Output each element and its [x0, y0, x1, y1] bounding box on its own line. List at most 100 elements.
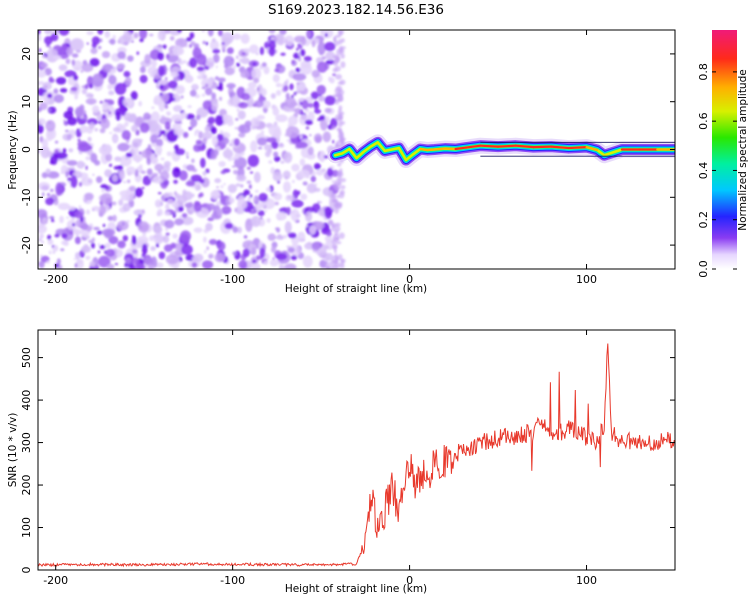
noise-blob — [275, 82, 282, 88]
spectrogram-ytick-label: 10 — [20, 95, 33, 109]
noise-blob — [222, 149, 234, 159]
noise-blob — [79, 125, 88, 134]
noise-blob — [170, 242, 177, 249]
noise-blob — [332, 264, 339, 269]
noise-blob — [166, 112, 172, 116]
noise-blob — [235, 118, 239, 121]
noise-blob — [114, 156, 122, 162]
noise-blob — [138, 100, 143, 107]
noise-blob — [234, 157, 247, 169]
noise-blob — [148, 265, 154, 269]
noise-blob — [268, 160, 273, 164]
noise-blob — [287, 115, 298, 126]
noise-blob — [173, 76, 180, 82]
noise-blob — [241, 52, 246, 56]
noise-blob — [104, 242, 111, 249]
spectrogram-ytick-label: 20 — [20, 47, 33, 61]
noise-blob — [313, 100, 320, 111]
noise-blob — [214, 178, 222, 184]
noise-blob — [172, 88, 176, 92]
noise-blob — [88, 93, 93, 97]
noise-blob — [240, 57, 250, 65]
noise-blob — [50, 33, 59, 42]
noise-blob — [59, 88, 68, 93]
noise-blob — [42, 81, 52, 90]
noise-blob — [278, 143, 285, 148]
noise-blob — [193, 201, 202, 212]
noise-blob — [118, 35, 131, 46]
noise-blob — [296, 81, 300, 86]
noise-blob — [307, 111, 315, 122]
noise-blob — [153, 225, 163, 234]
noise-blob — [259, 247, 266, 259]
noise-blob — [107, 215, 114, 221]
noise-blob — [119, 190, 132, 197]
noise-blob — [337, 30, 345, 35]
noise-blob — [79, 251, 85, 255]
noise-blob — [172, 123, 182, 130]
noise-blob — [70, 175, 78, 188]
noise-blob — [285, 126, 300, 139]
noise-blob — [172, 167, 181, 178]
snr-ytick-label: 400 — [20, 390, 33, 411]
noise-blob — [46, 260, 50, 264]
noise-blob — [289, 243, 301, 257]
noise-blob — [100, 193, 113, 205]
noise-blob — [41, 240, 44, 244]
colorbar-gradient — [712, 30, 737, 269]
trace-core-segment — [550, 145, 570, 150]
noise-blob — [173, 92, 179, 100]
noise-blob — [65, 171, 69, 178]
noise-blob — [193, 144, 202, 153]
noise-blob — [74, 263, 78, 268]
noise-blob — [97, 45, 102, 50]
noise-blob — [131, 124, 138, 133]
noise-blob — [309, 225, 317, 235]
noise-blob — [151, 111, 160, 123]
noise-blob — [294, 107, 301, 115]
noise-blob — [74, 236, 81, 245]
noise-blob — [141, 186, 145, 189]
noise-blob — [200, 157, 206, 168]
noise-blob — [107, 83, 113, 90]
noise-blob — [117, 51, 126, 59]
noise-blob — [38, 34, 42, 42]
spectrogram-ytick-label: -20 — [20, 236, 33, 254]
noise-blob — [61, 43, 68, 52]
noise-blob — [38, 97, 43, 101]
snr-xlabel: Height of straight line (km) — [285, 583, 427, 595]
noise-blob — [126, 220, 130, 223]
noise-blob — [85, 209, 90, 215]
noise-blob — [291, 199, 304, 208]
noise-blob — [149, 33, 154, 37]
noise-blob — [151, 106, 155, 110]
noise-blob — [81, 63, 94, 73]
noise-blob — [185, 180, 196, 187]
noise-blob — [274, 201, 279, 206]
noise-blob — [157, 52, 164, 61]
noise-blob — [40, 80, 44, 85]
noise-blob — [195, 129, 200, 134]
noise-blob — [144, 53, 151, 64]
noise-blob — [84, 192, 94, 201]
snr-ytick-label: 200 — [20, 475, 33, 496]
noise-blob — [305, 126, 310, 130]
noise-blob — [101, 51, 111, 59]
noise-blob — [195, 114, 201, 121]
noise-blob — [70, 38, 84, 51]
noise-blob — [226, 47, 234, 55]
noise-blob — [247, 81, 257, 89]
noise-blob — [164, 121, 171, 131]
noise-blob — [273, 156, 281, 162]
noise-blob — [74, 211, 83, 219]
noise-blob — [80, 70, 84, 73]
noise-blob — [317, 41, 326, 56]
noise-blob — [85, 156, 91, 161]
noise-blob — [89, 58, 100, 67]
trace-core-segment — [419, 147, 429, 152]
snr-ytick-label: 100 — [20, 517, 33, 538]
noise-blob — [214, 76, 219, 81]
noise-blob — [90, 152, 98, 163]
spectrogram-xlabel: Height of straight line (km) — [285, 283, 427, 295]
noise-blob — [113, 136, 118, 142]
